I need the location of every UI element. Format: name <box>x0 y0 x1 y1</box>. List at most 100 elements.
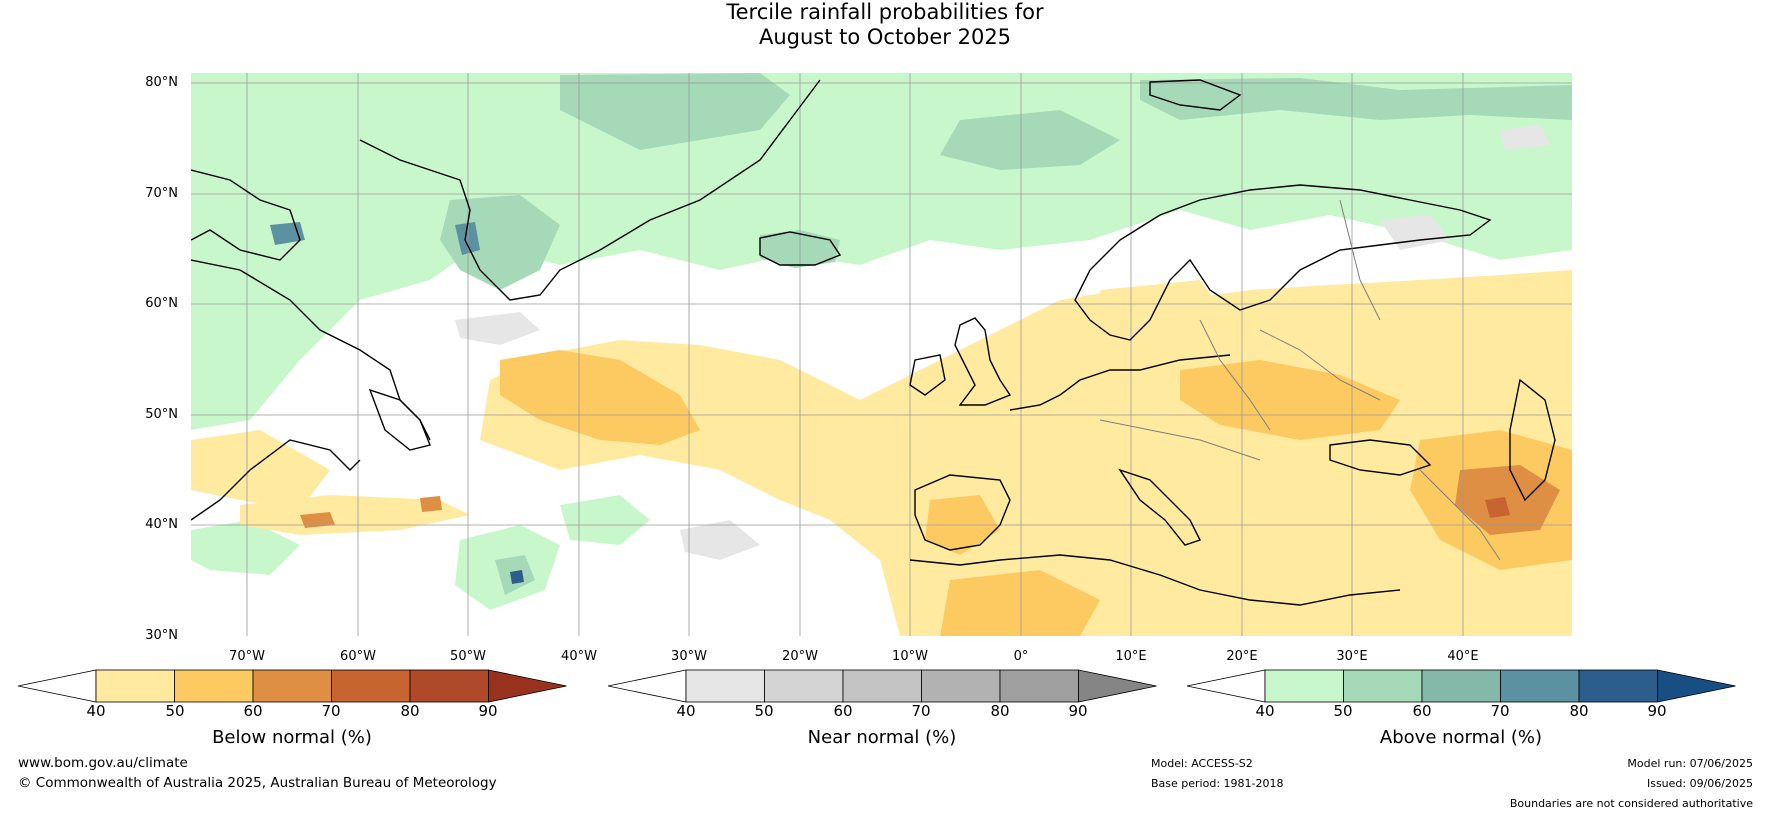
title-line-2: August to October 2025 <box>758 25 1012 49</box>
arctic-green-band <box>191 73 1572 430</box>
greenland-sea-green <box>560 73 790 150</box>
above-tick-60: 60 <box>1412 702 1432 720</box>
lat-label-50n: 50°N <box>145 407 178 422</box>
lon-label-10w: 10°W <box>892 649 928 664</box>
below-normal-colorbar-segment-2 <box>174 669 254 703</box>
near-normal-colorbar-left-arrow <box>607 669 687 703</box>
atlantic-green-spot <box>510 570 524 584</box>
coastlines <box>191 79 1556 606</box>
above-normal-colorbar-segment-5 <box>1578 669 1658 703</box>
country-borders <box>1099 199 1501 561</box>
europe-coast <box>1009 354 1231 411</box>
near-tick-40: 40 <box>676 702 696 720</box>
website-link[interactable]: www.bom.gov.au/climate <box>18 755 188 771</box>
lon-label-20w: 20°W <box>782 649 818 664</box>
uk-coast <box>954 317 1012 406</box>
near-normal-colorbar-segment-4 <box>921 669 1001 703</box>
lon-label-40e: 40°E <box>1447 649 1479 664</box>
greenland-coast <box>429 79 821 301</box>
near-tick-60: 60 <box>833 702 853 720</box>
title-line-1: Tercile rainfall probabilities for <box>726 0 1044 24</box>
disclaimer-text: Boundaries are not considered authoritat… <box>1509 797 1753 810</box>
near-tick-50: 50 <box>754 702 774 720</box>
svalbard-coast <box>1149 79 1242 111</box>
labrador-yellow <box>191 430 330 510</box>
lon-label-20e: 20°E <box>1226 649 1258 664</box>
lon-label-60w: 60°W <box>340 649 376 664</box>
above-normal-title: Above normal (%) <box>1379 727 1543 748</box>
black-sea-coast <box>1329 439 1432 476</box>
above-tick-90: 90 <box>1647 702 1667 720</box>
model-text: Model: ACCESS-S2 <box>1151 757 1253 770</box>
below-normal-colorbar-segment-1 <box>95 669 175 703</box>
lat-label-30n: 30°N <box>145 628 178 643</box>
greenland-east-green <box>440 195 560 290</box>
near-normal-colorbar-segment-5 <box>999 669 1079 703</box>
caspian-coast <box>1509 378 1556 502</box>
grey-2 <box>680 520 760 560</box>
lon-label-30w: 30°W <box>671 649 707 664</box>
above-normal-regions <box>191 73 1572 610</box>
north-america-coast <box>191 439 361 521</box>
above-normal-colorbar-segment-4 <box>1500 669 1580 703</box>
near-tick-90: 90 <box>1068 702 1088 720</box>
gulf-stream-orange <box>300 512 335 528</box>
gridlines <box>191 73 1572 636</box>
near-normal-title: Near normal (%) <box>807 727 957 748</box>
italy-coast <box>1118 468 1201 546</box>
lon-label-0: 0° <box>1013 649 1029 664</box>
below-tick-40: 40 <box>86 702 106 720</box>
above-normal-colorbar-segment-2 <box>1343 669 1423 703</box>
atlantic-orange-2 <box>600 395 660 430</box>
lat-label-60n: 60°N <box>145 296 178 311</box>
iceland-coast <box>759 231 842 266</box>
above-normal-colorbar-segment-3 <box>1421 669 1501 703</box>
near-tick-70: 70 <box>911 702 931 720</box>
lat-label-40n: 40°N <box>145 517 178 532</box>
lon-label-30e: 30°E <box>1336 649 1368 664</box>
above-normal-colorbar-right-arrow <box>1657 669 1736 703</box>
baffin-coast <box>191 169 301 261</box>
lat-label-70n: 70°N <box>145 186 178 201</box>
grey-6 <box>1500 125 1550 150</box>
colorbars <box>17 669 1736 703</box>
issued-text: Issued: 09/06/2025 <box>1646 777 1753 790</box>
near-normal-colorbar-right-arrow <box>1078 669 1157 703</box>
norwegian-sea-green <box>940 110 1120 170</box>
gulf-stream-orange-2 <box>420 496 442 512</box>
newfoundland-coast <box>368 388 431 451</box>
map-area <box>191 73 1572 636</box>
below-normal-colorbar-segment-5 <box>409 669 489 703</box>
barents-green <box>1140 78 1572 120</box>
above-tick-80: 80 <box>1569 702 1589 720</box>
lon-label-50w: 50°W <box>450 649 486 664</box>
sahara-orange <box>940 570 1100 636</box>
lon-label-70w: 70°W <box>229 649 265 664</box>
greenland-teal-spot <box>455 222 480 255</box>
below-tick-60: 60 <box>243 702 263 720</box>
copyright-text: © Commonwealth of Australia 2025, Austra… <box>18 775 497 791</box>
near-normal-colorbar-segment-3 <box>842 669 922 703</box>
caspian-orange-4 <box>1485 497 1510 518</box>
near-tick-80: 80 <box>990 702 1010 720</box>
lat-label-80n: 80°N <box>145 75 178 90</box>
iberia-coast <box>914 474 1011 551</box>
caspian-orange-3 <box>1455 465 1560 535</box>
lon-label-10e: 10°E <box>1115 649 1147 664</box>
above-tick-50: 50 <box>1333 702 1353 720</box>
below-normal-title: Below normal (%) <box>212 727 372 748</box>
grey-1 <box>455 312 540 345</box>
above-tick-70: 70 <box>1490 702 1510 720</box>
greenland-west-coast <box>359 139 431 171</box>
baffin-green <box>191 170 340 310</box>
atlantic-green-3 <box>560 495 650 545</box>
below-tick-90: 90 <box>478 702 498 720</box>
scandinavia-coast <box>1074 184 1492 341</box>
below-normal-colorbar-right-arrow <box>488 669 567 703</box>
atlantic-green-4 <box>191 520 300 575</box>
above-tick-40: 40 <box>1255 702 1275 720</box>
europe-asia-yellow <box>480 270 1572 636</box>
near-normal-colorbar-segment-2 <box>764 669 844 703</box>
below-normal-colorbar-left-arrow <box>17 669 97 703</box>
